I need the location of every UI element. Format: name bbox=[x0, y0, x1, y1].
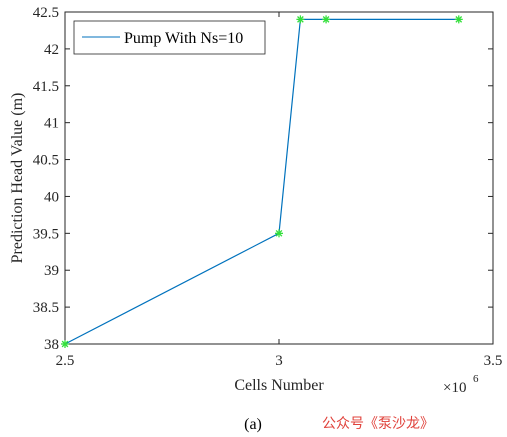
data-point-marker bbox=[296, 15, 305, 24]
data-point-marker bbox=[61, 340, 69, 348]
y-tick-label: 41.5 bbox=[33, 79, 59, 95]
x-axis-exponent: ×10 6 bbox=[443, 373, 479, 396]
y-tick-label: 42.5 bbox=[33, 5, 59, 21]
y-tick-label: 39 bbox=[44, 263, 59, 279]
data-point-marker bbox=[275, 229, 283, 238]
y-tick-label: 41 bbox=[44, 116, 59, 132]
series-layer bbox=[61, 15, 463, 348]
x-tick-label: 3 bbox=[275, 353, 283, 369]
legend: Pump With Ns=10 bbox=[73, 20, 266, 55]
y-tick-label: 40.5 bbox=[33, 153, 59, 169]
y-tick-label: 39.5 bbox=[33, 226, 59, 242]
watermark: 公众号《泵沙龙》 bbox=[322, 416, 434, 432]
x-axis-ticks: 2.5 3 3.5 bbox=[56, 12, 503, 369]
y-axis-ticks: 38 38.5 39 39.5 40 40.5 41 41.5 42 42.5 bbox=[33, 5, 493, 353]
y-tick-label: 42 bbox=[44, 42, 59, 58]
y-tick-label: 38 bbox=[44, 337, 59, 353]
x-axis-label: Cells Number bbox=[234, 377, 324, 394]
x-tick-label: 2.5 bbox=[56, 353, 75, 369]
svg-text:6: 6 bbox=[473, 373, 479, 385]
y-axis-label: Prediction Head Value (m) bbox=[9, 93, 26, 264]
data-point-marker bbox=[454, 15, 463, 24]
svg-text:×10: ×10 bbox=[443, 380, 466, 396]
legend-label: Pump With Ns=10 bbox=[124, 30, 243, 47]
data-point-marker bbox=[322, 15, 331, 24]
caption: (a) bbox=[244, 416, 262, 433]
plot-area bbox=[64, 11, 494, 345]
x-tick-label: 3.5 bbox=[484, 353, 503, 369]
y-tick-label: 40 bbox=[44, 189, 59, 205]
y-tick-label: 38.5 bbox=[33, 300, 59, 316]
